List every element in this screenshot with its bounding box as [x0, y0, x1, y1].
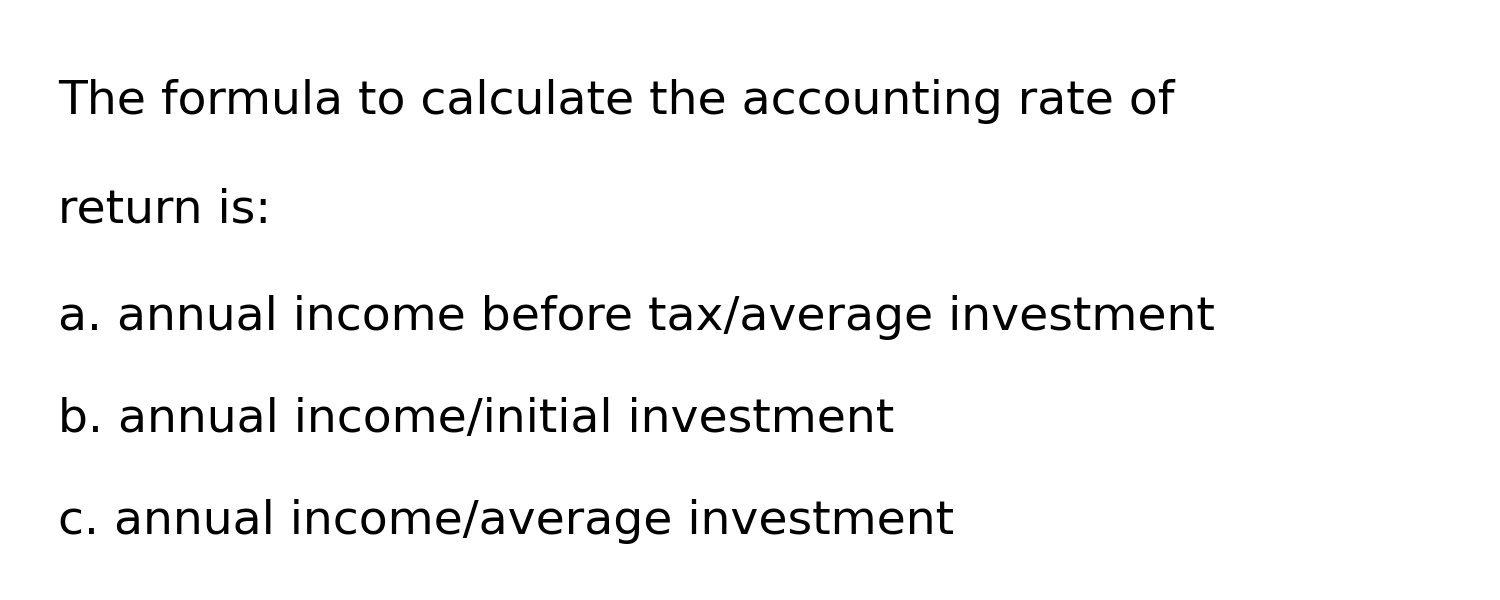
Text: a. annual income before tax/average investment: a. annual income before tax/average inve…	[58, 295, 1215, 340]
Text: The formula to calculate the accounting rate of: The formula to calculate the accounting …	[58, 79, 1174, 124]
Text: return is:: return is:	[58, 187, 272, 232]
Text: b. annual income/initial investment: b. annual income/initial investment	[58, 397, 894, 443]
Text: c. annual income/average investment: c. annual income/average investment	[58, 499, 954, 545]
